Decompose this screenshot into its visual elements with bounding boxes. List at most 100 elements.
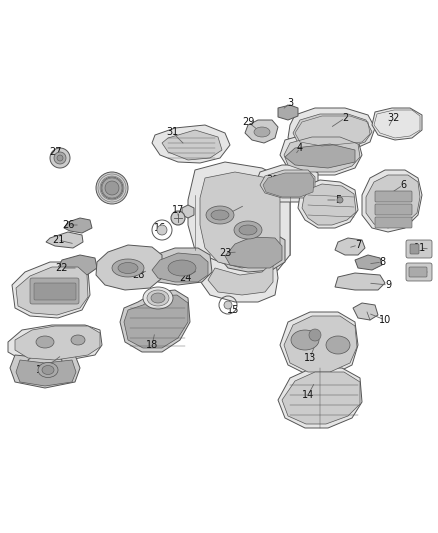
Polygon shape (120, 290, 190, 352)
Text: 3: 3 (287, 98, 293, 108)
FancyBboxPatch shape (406, 263, 432, 281)
Polygon shape (335, 238, 365, 255)
Polygon shape (366, 175, 420, 228)
Ellipse shape (118, 262, 138, 273)
Text: 24: 24 (179, 273, 191, 283)
Circle shape (171, 211, 185, 225)
Ellipse shape (71, 335, 85, 345)
Polygon shape (362, 170, 422, 232)
Polygon shape (182, 205, 194, 218)
Ellipse shape (143, 287, 173, 309)
Polygon shape (245, 120, 278, 143)
Polygon shape (280, 133, 362, 175)
FancyBboxPatch shape (409, 267, 427, 277)
Text: 25: 25 (102, 183, 114, 193)
Polygon shape (200, 172, 280, 268)
Ellipse shape (42, 366, 54, 375)
Circle shape (157, 225, 167, 235)
Polygon shape (288, 108, 375, 152)
Polygon shape (146, 248, 212, 285)
Text: 14: 14 (302, 390, 314, 400)
Polygon shape (198, 255, 278, 302)
Text: 26: 26 (62, 220, 74, 230)
Text: 20: 20 (39, 295, 51, 305)
Text: 19: 19 (36, 365, 48, 375)
Ellipse shape (112, 259, 144, 277)
Text: 27: 27 (49, 147, 61, 157)
Polygon shape (96, 245, 162, 290)
Polygon shape (225, 237, 282, 268)
Text: 4: 4 (297, 143, 303, 153)
FancyBboxPatch shape (34, 283, 76, 300)
Polygon shape (353, 303, 378, 320)
Circle shape (57, 155, 63, 161)
Text: 2: 2 (342, 113, 348, 123)
Polygon shape (372, 108, 422, 140)
Text: 30: 30 (266, 175, 278, 185)
Circle shape (50, 148, 70, 168)
Text: 6: 6 (400, 180, 406, 190)
Text: 1: 1 (217, 213, 223, 223)
Polygon shape (46, 232, 83, 248)
Polygon shape (282, 372, 360, 424)
Polygon shape (260, 170, 315, 198)
Text: 5: 5 (335, 195, 341, 205)
Polygon shape (263, 173, 314, 197)
Polygon shape (284, 316, 357, 372)
Polygon shape (208, 262, 273, 295)
Text: 9: 9 (385, 280, 391, 290)
Polygon shape (162, 130, 222, 160)
Ellipse shape (105, 181, 119, 195)
Text: 29: 29 (242, 117, 254, 127)
Polygon shape (16, 360, 76, 386)
Text: 7: 7 (355, 240, 361, 250)
Circle shape (54, 152, 66, 164)
Polygon shape (278, 105, 298, 120)
Polygon shape (284, 137, 360, 172)
FancyBboxPatch shape (410, 244, 419, 254)
Polygon shape (10, 355, 80, 388)
Polygon shape (64, 218, 92, 233)
Polygon shape (220, 232, 285, 272)
FancyBboxPatch shape (30, 278, 79, 304)
Ellipse shape (234, 221, 262, 239)
Text: 31: 31 (166, 127, 178, 137)
Ellipse shape (101, 177, 123, 199)
Text: 22: 22 (56, 263, 68, 273)
Text: 12: 12 (414, 267, 426, 277)
Text: 13: 13 (304, 353, 316, 363)
Ellipse shape (168, 260, 196, 276)
Ellipse shape (211, 210, 229, 220)
Polygon shape (285, 144, 355, 168)
Circle shape (309, 329, 321, 341)
Text: 18: 18 (146, 340, 158, 350)
Text: 28: 28 (132, 270, 144, 280)
Text: 11: 11 (414, 243, 426, 253)
Polygon shape (293, 114, 372, 148)
Polygon shape (335, 273, 385, 290)
Circle shape (224, 301, 232, 309)
FancyBboxPatch shape (375, 191, 412, 202)
Polygon shape (15, 326, 100, 360)
Ellipse shape (291, 330, 319, 350)
Text: 23: 23 (219, 248, 231, 258)
Text: 17: 17 (172, 205, 184, 215)
Polygon shape (278, 368, 362, 428)
Polygon shape (188, 162, 290, 278)
Text: 32: 32 (387, 113, 399, 123)
Text: 15: 15 (227, 305, 239, 315)
Polygon shape (355, 255, 382, 270)
Ellipse shape (151, 293, 165, 303)
Polygon shape (28, 352, 62, 382)
Polygon shape (152, 125, 230, 163)
Ellipse shape (326, 336, 350, 354)
Text: 8: 8 (379, 257, 385, 267)
Ellipse shape (38, 362, 58, 377)
Polygon shape (12, 262, 90, 318)
Ellipse shape (254, 127, 270, 137)
Ellipse shape (239, 225, 257, 235)
Text: 21: 21 (52, 235, 64, 245)
Ellipse shape (36, 336, 54, 348)
Polygon shape (280, 312, 358, 375)
Ellipse shape (96, 172, 128, 204)
